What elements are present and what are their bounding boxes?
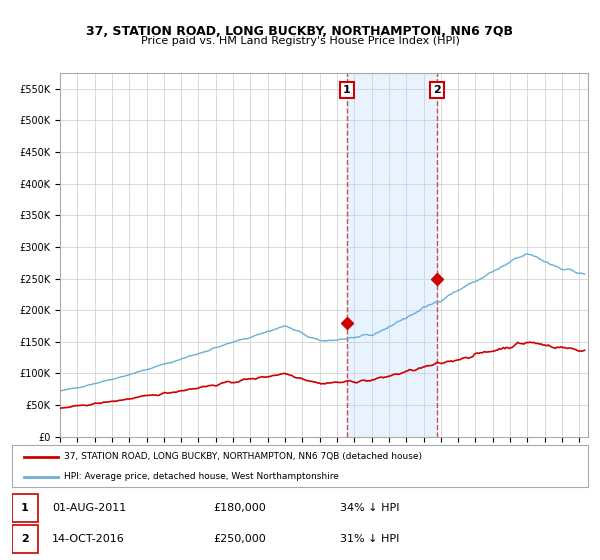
Text: Price paid vs. HM Land Registry's House Price Index (HPI): Price paid vs. HM Land Registry's House … bbox=[140, 36, 460, 46]
Text: 01-AUG-2011: 01-AUG-2011 bbox=[52, 503, 127, 513]
FancyBboxPatch shape bbox=[12, 525, 38, 553]
Text: 2: 2 bbox=[433, 85, 441, 95]
Text: 14-OCT-2016: 14-OCT-2016 bbox=[52, 534, 125, 544]
Text: 37, STATION ROAD, LONG BUCKBY, NORTHAMPTON, NN6 7QB: 37, STATION ROAD, LONG BUCKBY, NORTHAMPT… bbox=[86, 25, 514, 38]
Text: £180,000: £180,000 bbox=[214, 503, 266, 513]
FancyBboxPatch shape bbox=[12, 494, 38, 522]
Text: 34% ↓ HPI: 34% ↓ HPI bbox=[340, 503, 400, 513]
Text: 1: 1 bbox=[21, 503, 29, 513]
Text: 1: 1 bbox=[343, 85, 351, 95]
Text: HPI: Average price, detached house, West Northamptonshire: HPI: Average price, detached house, West… bbox=[64, 472, 339, 481]
FancyBboxPatch shape bbox=[12, 445, 588, 487]
Text: 31% ↓ HPI: 31% ↓ HPI bbox=[340, 534, 400, 544]
Bar bbox=[347, 73, 437, 437]
Text: 2: 2 bbox=[21, 534, 29, 544]
Text: £250,000: £250,000 bbox=[214, 534, 266, 544]
Text: 37, STATION ROAD, LONG BUCKBY, NORTHAMPTON, NN6 7QB (detached house): 37, STATION ROAD, LONG BUCKBY, NORTHAMPT… bbox=[64, 452, 422, 461]
